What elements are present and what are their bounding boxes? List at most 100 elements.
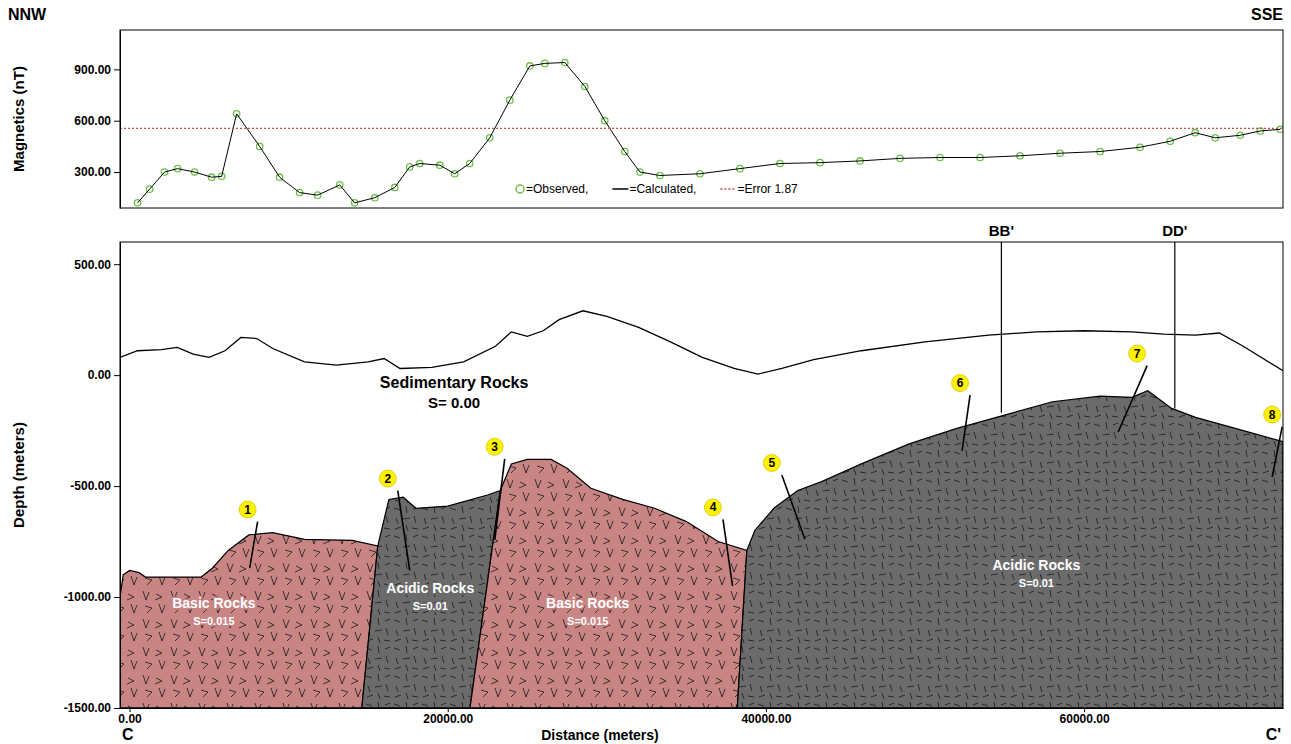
fault-label: 1 [239, 501, 256, 518]
unit-susceptibility: S= 0.00 [428, 394, 480, 411]
plot-frame [120, 242, 1283, 708]
tick: 0.00 [88, 368, 120, 382]
legend-item: =Error 1.87 [720, 182, 798, 196]
tick-label: 60000.00 [1060, 712, 1110, 726]
unit-susceptibility: S=0.015 [567, 615, 608, 627]
plot-background [120, 242, 1283, 708]
axis: 0.0020000.0040000.0060000.00 [118, 708, 1283, 726]
fault-label-text: 3 [491, 440, 498, 454]
plot-background [120, 30, 1283, 208]
legend-label: =Error 1.87 [737, 182, 798, 196]
fault-label-badge [704, 499, 721, 516]
fault-label-badge [763, 455, 780, 472]
fault-label: 4 [704, 499, 721, 516]
tick-label: 20000.00 [423, 712, 473, 726]
tick: 600.00 [74, 114, 120, 128]
tick-mark [114, 69, 120, 70]
tick-mark [114, 708, 120, 709]
section-line [1001, 242, 1002, 413]
unit-name: Basic Rocks [546, 595, 629, 611]
tick-label: -1500.00 [64, 701, 112, 715]
fault-label-text: 8 [1269, 408, 1276, 422]
fault-label-badge [379, 470, 396, 487]
tick: 60000.00 [1060, 708, 1110, 726]
tick: 900.00 [74, 63, 120, 77]
fault-label: 3 [486, 438, 503, 455]
fault-label-text: 1 [244, 503, 251, 517]
fault [782, 475, 805, 539]
fault-label-text: 6 [957, 376, 964, 390]
fault [398, 491, 410, 571]
fault-label-badge [486, 438, 503, 455]
fault-label-text: 5 [769, 456, 776, 470]
error-line [120, 128, 1283, 129]
topography [120, 311, 1283, 374]
tick: -1000.00 [64, 590, 120, 604]
fault [495, 459, 505, 540]
fault [1118, 366, 1147, 432]
fault-label-badge [1129, 345, 1146, 362]
rock-body [120, 533, 378, 708]
fault [250, 522, 258, 569]
fault-label-badge [952, 375, 969, 392]
profile-end-label: C' [1266, 726, 1281, 743]
tick-label: 0.00 [88, 368, 112, 382]
fault-label-text: 7 [1134, 347, 1141, 361]
plot-area [120, 242, 1283, 708]
axis-title: Depth (meters) [10, 422, 27, 528]
direction-label: NNW [8, 6, 47, 23]
tick: 20000.00 [423, 708, 473, 726]
rock-body [737, 391, 1283, 708]
rock-body [470, 459, 747, 708]
legend-symbol [516, 185, 524, 193]
unit-susceptibility: S=0.01 [1019, 577, 1054, 589]
fault-label: 7 [1129, 345, 1146, 362]
tick-label: 300.00 [74, 165, 111, 179]
tick-label: 500.00 [74, 258, 111, 272]
fault-label: 8 [1264, 406, 1281, 423]
unit-susceptibility: S=0.01 [413, 600, 448, 612]
legend-item: =Observed, [516, 182, 588, 196]
fault-label-text: 2 [384, 472, 391, 486]
fault-label-badge [239, 501, 256, 518]
tick: -500.00 [70, 479, 120, 493]
unit-name: Basic Rocks [172, 595, 255, 611]
section-label: DD' [1162, 222, 1187, 239]
fault-label: 5 [763, 455, 780, 472]
axis: 500.00 0.00 -500.00 -1000.00 -1500.00 [64, 243, 121, 716]
tick: -1500.00 [64, 701, 120, 715]
profile-end-label: C [122, 726, 134, 743]
tick-mark [114, 486, 120, 487]
legend-label: =Observed, [526, 182, 588, 196]
tick-mark [114, 172, 120, 173]
tick-label: 600.00 [74, 114, 111, 128]
unit-name: Sedimentary Rocks [380, 374, 529, 391]
legend-symbol [612, 188, 628, 190]
section-label: BB' [989, 222, 1014, 239]
tick-mark [114, 264, 120, 265]
legend-label: =Calculated, [629, 182, 696, 196]
unit-name: Acidic Rocks [992, 557, 1080, 573]
calculated-line [138, 63, 1281, 203]
fault [962, 395, 970, 450]
tick-mark [114, 597, 120, 598]
legend-item: =Calculated, [612, 182, 696, 196]
unit-name: Acidic Rocks [386, 580, 474, 596]
tick-label: 0.00 [118, 712, 142, 726]
plot-frame [120, 30, 1283, 208]
section-line [1174, 242, 1175, 408]
tick: 300.00 [74, 165, 120, 179]
tick-mark [114, 375, 120, 376]
fault [1272, 427, 1282, 477]
plot-area [120, 59, 1283, 206]
unit-susceptibility: S=0.015 [193, 615, 234, 627]
tick: 500.00 [74, 258, 120, 272]
tick-label: -1000.00 [64, 590, 112, 604]
direction-label: SSE [1251, 6, 1283, 23]
tick-mark [114, 121, 120, 122]
fault-label: 2 [379, 470, 396, 487]
axis: 300.00 600.00 900.00 [74, 31, 120, 209]
legend-symbol [720, 188, 736, 190]
axis-title: Magnetics (nT) [10, 66, 27, 172]
fault-label-badge [1264, 406, 1281, 423]
